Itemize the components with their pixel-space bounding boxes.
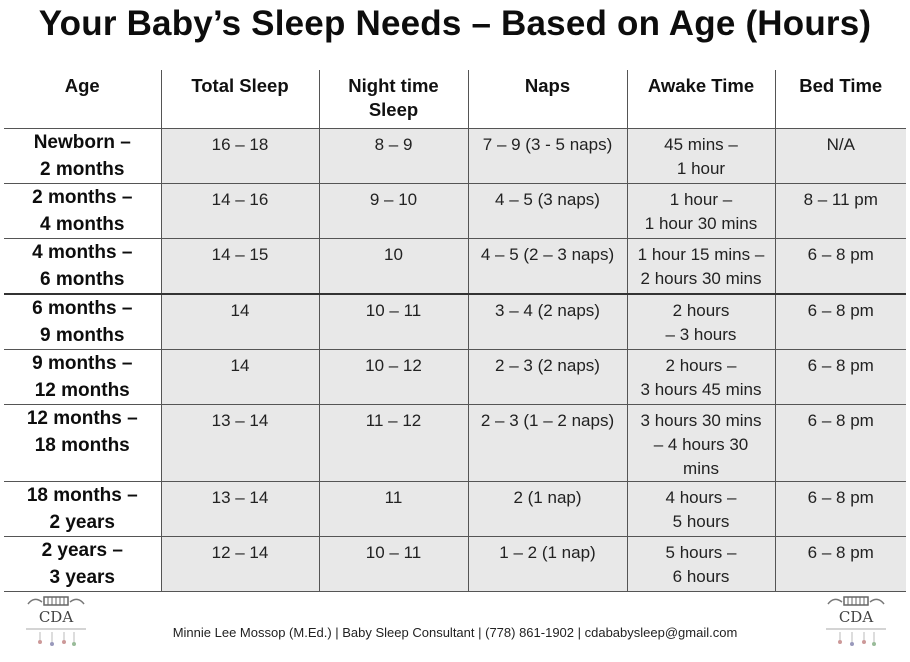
naps-cell: 4 – 5 (2 – 3 naps) [467,237,628,294]
awake-time-cell: 4 hours –5 hours [626,480,776,537]
cda-logo: CDA [820,594,892,656]
total-sleep-cell: 14 – 15 [160,237,320,294]
awake-time-cell: 3 hours 30 mins – 4 hours 30 mins [626,403,776,482]
awake-time-cell: 2 hours – 3 hours [626,292,776,350]
bed-time-cell: 6 – 8 pm [774,480,906,537]
total-sleep-cell: 16 – 18 [160,127,320,184]
naps-cell: 7 – 9 (3 - 5 naps) [467,127,628,184]
bed-time-cell: 6 – 8 pm [774,237,906,294]
age-cell: 4 months –6 months [4,237,162,294]
footer-contact: Minnie Lee Mossop (M.Ed.) | Baby Sleep C… [172,625,738,640]
age-cell: 2 months –4 months [4,182,162,239]
logo-text: CDA [38,608,74,626]
bed-time-cell: N/A [774,127,906,184]
night-sleep-cell: 11 [318,480,469,537]
awake-time-cell: 2 hours –3 hours 45 mins [626,348,776,405]
total-sleep-cell: 14 [160,292,320,350]
night-sleep-cell: 11 – 12 [318,403,469,482]
naps-cell: 3 – 4 (2 naps) [467,292,628,350]
header-naps: Naps [467,70,628,129]
table-header-row: Age Total Sleep Night time Sleep Naps Awa… [4,70,906,129]
awake-time-cell: 1 hour –1 hour 30 mins [626,182,776,239]
table-row: 4 months –6 months 14 – 15 10 4 – 5 (2 –… [4,237,906,294]
header-awake-time: Awake Time [626,70,776,129]
age-cell: Newborn –2 months [4,127,162,184]
bed-time-cell: 6 – 8 pm [774,535,906,592]
table-row: 18 months –2 years 13 – 14 11 2 (1 nap) … [4,480,906,537]
naps-cell: 4 – 5 (3 naps) [467,182,628,239]
night-sleep-cell: 9 – 10 [318,182,469,239]
bed-time-cell: 8 – 11 pm [774,182,906,239]
naps-cell: 2 – 3 (2 naps) [467,348,628,405]
crib-logo-icon [26,596,86,646]
naps-cell: 2 (1 nap) [467,480,628,537]
header-night-time-sleep: Night time Sleep [318,70,469,129]
crib-logo-icon [826,596,886,646]
cda-logo: CDA [20,594,92,656]
logo-text: CDA [838,608,874,626]
age-cell: 12 months –18 months [4,403,162,482]
header-total-sleep: Total Sleep [160,70,320,129]
age-cell: 2 years –3 years [4,535,162,592]
bed-time-cell: 6 – 8 pm [774,403,906,482]
table-row: 6 months –9 months 14 10 – 11 3 – 4 (2 n… [4,292,906,350]
age-cell: 6 months –9 months [4,292,162,350]
age-cell: 18 months –2 years [4,480,162,537]
naps-cell: 1 – 2 (1 nap) [467,535,628,592]
awake-time-cell: 45 mins –1 hour [626,127,776,184]
page-title: Your Baby’s Sleep Needs – Based on Age (… [38,4,872,43]
header-bed-time: Bed Time [774,70,906,129]
table-row: 2 months –4 months 14 – 16 9 – 10 4 – 5 … [4,182,906,239]
total-sleep-cell: 12 – 14 [160,535,320,592]
table-row: 2 years –3 years 12 – 14 10 – 11 1 – 2 (… [4,535,906,592]
bed-time-cell: 6 – 8 pm [774,348,906,405]
sleep-needs-table: Age Total Sleep Night time Sleep Naps Awa… [4,70,906,592]
table-row: 9 months –12 months 14 10 – 12 2 – 3 (2 … [4,348,906,405]
table-row: Newborn –2 months 16 – 18 8 – 9 7 – 9 (3… [4,127,906,184]
header-age: Age [4,70,162,129]
night-sleep-cell: 10 – 11 [318,535,469,592]
night-sleep-cell: 10 – 12 [318,348,469,405]
night-sleep-cell: 8 – 9 [318,127,469,184]
awake-time-cell: 5 hours –6 hours [626,535,776,592]
naps-cell: 2 – 3 (1 – 2 naps) [467,403,628,482]
night-sleep-cell: 10 [318,237,469,294]
table-row: 12 months –18 months 13 – 14 11 – 12 2 –… [4,403,906,482]
awake-time-cell: 1 hour 15 mins –2 hours 30 mins [626,237,776,294]
night-sleep-cell: 10 – 11 [318,292,469,350]
total-sleep-cell: 13 – 14 [160,480,320,537]
age-cell: 9 months –12 months [4,348,162,405]
bed-time-cell: 6 – 8 pm [774,292,906,350]
total-sleep-cell: 14 [160,348,320,405]
total-sleep-cell: 14 – 16 [160,182,320,239]
total-sleep-cell: 13 – 14 [160,403,320,482]
